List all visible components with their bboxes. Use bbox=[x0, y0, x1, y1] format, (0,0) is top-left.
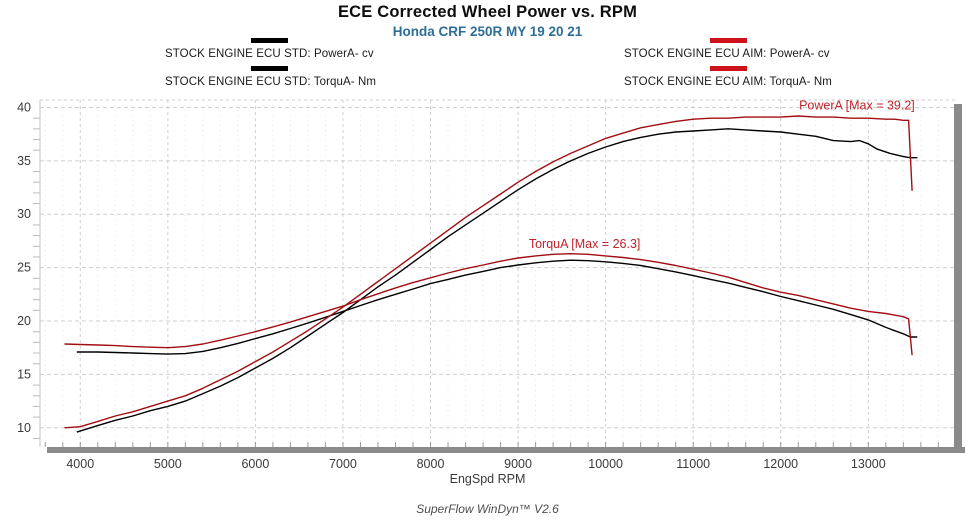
y-tick-label: 25 bbox=[17, 261, 31, 275]
series-stock-engine-ecu-aim-torqua-nm bbox=[64, 252, 913, 356]
chart-subtitle: Honda CRF 250R MY 19 20 21 bbox=[392, 24, 583, 39]
legend-label-aim-torque: STOCK ENGINE ECU AIM: TorquA- Nm bbox=[624, 76, 832, 88]
software-credit: SuperFlow WinDyn™ V2.6 bbox=[416, 502, 559, 516]
right-axis-bar bbox=[954, 104, 962, 453]
x-tick-label: 11000 bbox=[676, 457, 710, 471]
x-tick-label: 13000 bbox=[851, 457, 886, 471]
x-tick-label: 5000 bbox=[154, 457, 182, 471]
y-tick-label: 15 bbox=[17, 367, 31, 381]
x-axis-label: EngSpd RPM bbox=[449, 472, 526, 486]
x-tick-label: 7000 bbox=[329, 457, 357, 471]
max-value-annotation: PowerA [Max = 39.2] bbox=[799, 99, 915, 113]
x-tick-label: 6000 bbox=[241, 457, 269, 471]
legend-label-std-torque: STOCK ENGINE ECU STD: TorquA- Nm bbox=[165, 76, 377, 88]
legend-swatch-aim-torque bbox=[710, 66, 747, 71]
max-value-annotation: TorquA [Max = 26.3] bbox=[529, 237, 641, 251]
y-tick-label: 10 bbox=[17, 421, 31, 435]
legend-label-std-power: STOCK ENGINE ECU STD: PowerA- cv bbox=[165, 48, 374, 60]
legend-swatch-aim-power bbox=[710, 38, 747, 43]
x-tick-label: 8000 bbox=[417, 457, 445, 471]
legend-swatch-std-torque bbox=[251, 66, 288, 71]
x-tick-label: 9000 bbox=[504, 457, 532, 471]
x-tick-label: 4000 bbox=[66, 457, 94, 471]
series-stock-engine-ecu-aim-powera-cv bbox=[64, 115, 913, 429]
legend-label-aim-power: STOCK ENGINE ECU AIM: PowerA- cv bbox=[624, 48, 830, 60]
series-stock-engine-ecu-std-torqua-nm bbox=[76, 259, 918, 355]
page-title: ECE Corrected Wheel Power vs. RPM bbox=[337, 3, 638, 21]
y-tick-label: 30 bbox=[17, 207, 31, 221]
x-axis-bar bbox=[47, 447, 965, 453]
y-tick-label: 35 bbox=[17, 154, 31, 168]
series-stock-engine-ecu-std-powera-cv bbox=[76, 128, 918, 433]
y-tick-label: 20 bbox=[17, 314, 31, 328]
x-tick-label: 10000 bbox=[588, 457, 623, 471]
x-tick-label: 12000 bbox=[763, 457, 798, 471]
y-tick-label: 40 bbox=[17, 100, 31, 114]
legend-swatch-std-power bbox=[251, 38, 288, 43]
